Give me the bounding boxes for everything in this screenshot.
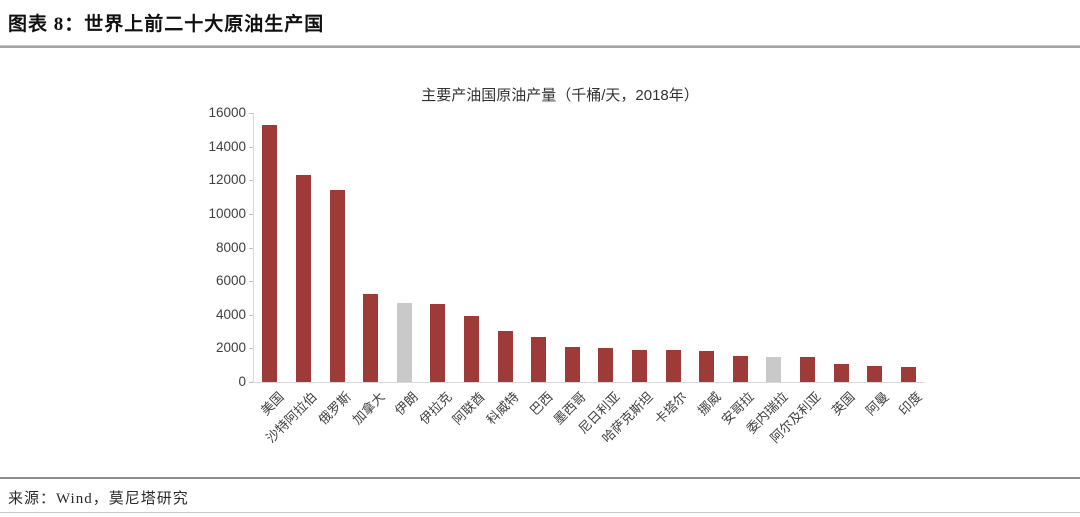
bar [497,330,513,382]
bar [799,356,815,382]
y-axis-tick [249,348,253,350]
bar [396,302,412,382]
x-axis-label: 阿曼 [862,389,892,419]
bar [900,367,916,382]
bar [262,124,278,382]
bar [732,356,748,382]
bar [699,350,715,382]
y-axis-tick [249,281,253,283]
y-axis-tick-label: 8000 [215,239,246,255]
bar [329,189,345,382]
figure-caption: 图表 8：世界上前二十大原油生产国 [8,14,325,35]
x-axis-label: 俄罗斯 [315,389,354,428]
bar [598,347,614,382]
y-axis-tick [249,382,253,383]
x-axis-label: 卡塔尔 [651,389,690,428]
bar [833,363,849,382]
bar [631,349,647,382]
bar [564,347,580,382]
y-axis-tick-label: 14000 [208,138,246,154]
x-axis-label: 加拿大 [349,389,388,428]
source-note: 来源：Wind，莫尼塔研究 [8,491,189,507]
y-axis-tick-label: 4000 [215,306,246,322]
y-axis-tick [249,213,253,215]
chart-title: 主要产油国原油产量（千桶/天，2018年） [421,87,699,104]
y-axis-tick-label: 2000 [215,340,246,356]
y-axis-tick [249,314,253,316]
page-bottom-border [0,512,1080,513]
bar [430,304,446,382]
bar [766,356,782,382]
bar [531,336,547,382]
y-axis-tick-label: 0 [238,374,246,389]
header-divider [0,45,1080,48]
y-axis-tick [249,247,253,249]
x-axis-label: 印度 [895,389,925,419]
bar [665,350,681,382]
y-axis-tick-label: 6000 [215,273,246,289]
bar [363,294,379,382]
bar [867,365,883,382]
y-axis-tick [249,180,253,182]
x-axis-label: 英国 [828,389,858,419]
x-axis-label: 阿联酋 [449,389,489,428]
bar [295,175,311,382]
bar [463,315,479,382]
x-axis-label: 伊拉克 [416,389,455,428]
y-axis-tick [249,113,253,114]
y-axis-tick-label: 16000 [208,105,246,120]
y-axis-tick-label: 10000 [208,205,246,221]
x-axis-line [253,382,925,383]
footer-divider [0,477,1080,479]
y-axis-line [253,113,254,382]
y-axis-tick [249,146,253,148]
y-axis-tick-label: 12000 [208,172,246,188]
x-axis-label: 科威特 [483,389,522,428]
